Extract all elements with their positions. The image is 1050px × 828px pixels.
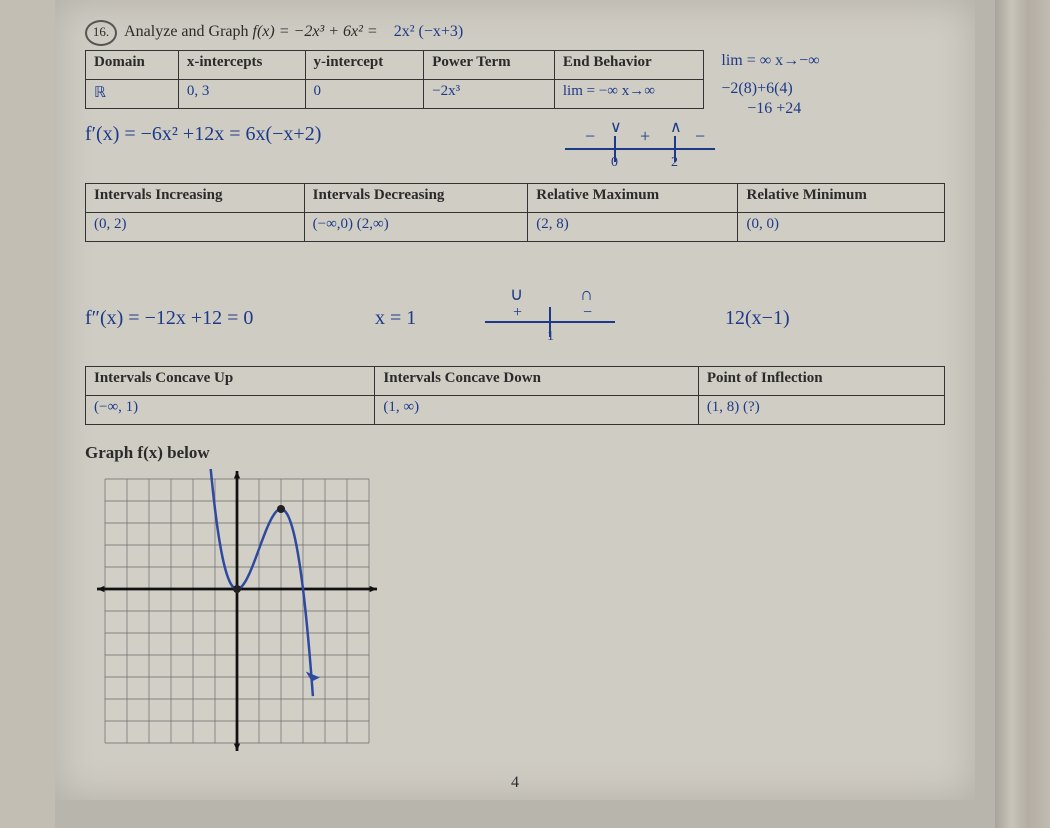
- val-inc: (0, 2): [86, 213, 305, 242]
- concavity-table: Intervals Concave Up Intervals Concave D…: [85, 366, 945, 425]
- factored-form: 2x² (−x+3): [394, 23, 464, 40]
- val-ccdown: (1, ∞): [375, 396, 698, 425]
- val-relmax: (2, 8): [528, 213, 738, 242]
- graph-label: Graph f(x) below: [85, 443, 945, 463]
- function-def: f(x) = −2x³ + 6x² =: [253, 23, 378, 40]
- col-ccdown: Intervals Concave Down: [375, 367, 698, 396]
- svg-text:∩: ∩: [580, 284, 593, 304]
- properties-table: Domain x-intercepts y-intercept Power Te…: [85, 50, 704, 109]
- col-relmin: Relative Minimum: [738, 184, 945, 213]
- col-inc: Intervals Increasing: [86, 184, 305, 213]
- calc-note1: −2(8)+6(4): [721, 80, 792, 98]
- fprime-eq: f′(x) = −6x² +12x = 6x(−x+2): [85, 123, 321, 146]
- svg-text:−: −: [585, 126, 595, 146]
- worksheet-page: 16. Analyze and Graph f(x) = −2x³ + 6x² …: [55, 0, 975, 800]
- col-xint: x-intercepts: [178, 51, 305, 80]
- val-poi: (1, 8) (?): [698, 396, 944, 425]
- problem-title: 16. Analyze and Graph f(x) = −2x³ + 6x² …: [85, 20, 945, 46]
- svg-text:∨: ∨: [610, 119, 622, 136]
- val-yint: 0: [305, 80, 424, 109]
- extrema-table: Intervals Increasing Intervals Decreasin…: [85, 183, 945, 242]
- col-power: Power Term: [424, 51, 555, 80]
- col-endbeh: End Behavior: [554, 51, 703, 80]
- graph-section: Graph f(x) below: [85, 443, 945, 759]
- first-derivative-row: f′(x) = −6x² +12x = 6x(−x+2) − ∨ + ∧ − 0…: [85, 109, 945, 179]
- fpp-sol: x = 1: [375, 307, 416, 330]
- col-domain: Domain: [86, 51, 179, 80]
- svg-text:∧: ∧: [670, 119, 682, 136]
- val-xint: 0, 3: [178, 80, 305, 109]
- svg-text:+: +: [640, 126, 650, 146]
- val-ccup: (−∞, 1): [86, 396, 375, 425]
- svg-text:1: 1: [547, 329, 554, 342]
- col-yint: y-intercept: [305, 51, 424, 80]
- graph-grid: [85, 469, 385, 759]
- page-number: 4: [55, 774, 975, 792]
- svg-text:+: +: [513, 304, 522, 321]
- col-poi: Point of Inflection: [698, 367, 944, 396]
- sign-chart-fprime: − ∨ + ∧ − 0 2: [555, 114, 725, 169]
- sign-chart-fpp: ∪ ∩ + − 1: [475, 282, 625, 342]
- val-power: −2x³: [424, 80, 555, 109]
- svg-text:−: −: [583, 304, 592, 321]
- second-derivative-row: f″(x) = −12x +12 = 0 x = 1 ∪ ∩ + − 1 12(…: [85, 272, 945, 362]
- svg-text:2: 2: [671, 155, 678, 169]
- val-endbeh: lim = −∞ x→∞: [554, 80, 703, 109]
- col-ccup: Intervals Concave Up: [86, 367, 375, 396]
- problem-number: 16.: [85, 20, 117, 46]
- svg-text:∪: ∪: [510, 284, 523, 304]
- val-domain: ℝ: [86, 80, 179, 109]
- val-dec: (−∞,0) (2,∞): [304, 213, 528, 242]
- end-behavior-note1: lim = ∞ x→−∞: [721, 52, 819, 70]
- fpp-eq: f″(x) = −12x +12 = 0: [85, 307, 253, 330]
- prompt-prefix: Analyze and Graph: [124, 23, 252, 40]
- col-relmax: Relative Maximum: [528, 184, 738, 213]
- col-dec: Intervals Decreasing: [304, 184, 528, 213]
- val-relmin: (0, 0): [738, 213, 945, 242]
- fpp-factor: 12(x−1): [725, 307, 790, 330]
- svg-text:−: −: [695, 126, 705, 146]
- svg-text:0: 0: [611, 155, 618, 169]
